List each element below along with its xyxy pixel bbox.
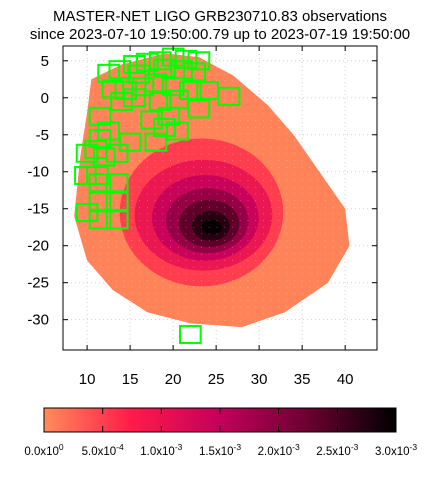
y-axis-ticks: 5 0 -5 -10 -15 -20 -25 -30 [27,53,377,329]
y-tick-label: -10 [27,164,49,181]
x-tick-label: 35 [294,371,311,388]
colorbar-tick-label: 1.5x10-3 [199,442,241,458]
observation-field [123,88,146,108]
y-tick-label: -5 [36,127,49,144]
chart-title-line-1: MASTER-NET LIGO GRB230710.83 observation… [52,8,388,25]
colorbar-tick-label: 2.0x10-3 [258,442,300,458]
observation-field [105,143,129,163]
probability-heatmap [69,53,350,328]
colorbar-ticks: 0.0x100 5.0x10-4 1.0x10-3 1.5x10-3 2.0x10-3 2… [24,408,417,458]
observation-fields [74,47,241,344]
observation-field [153,58,176,78]
observation-field [178,324,202,344]
observation-field [114,80,138,100]
observation-field [74,165,97,185]
observation-field [88,128,112,148]
x-tick-label: 15 [122,371,139,388]
observation-field [105,191,129,211]
y-tick-label: 5 [41,53,49,70]
observation-field [166,121,189,141]
observation-field [131,77,155,97]
observation-field [148,91,172,111]
x-tick-label: 40 [337,371,354,388]
observation-field [88,210,112,230]
y-tick-label: 0 [41,90,49,107]
observation-field [110,91,133,111]
chart-title-line-2: since 2023-07-10 19:50:00.79 up to 2023-… [29,26,411,43]
probability-contour [201,219,223,235]
observation-field [105,210,129,230]
x-tick-label: 20 [165,371,182,388]
plot-frame [62,45,378,351]
observation-field [144,73,168,93]
y-tick-label: -25 [27,275,49,292]
observation-field [88,173,112,193]
observation-field [161,77,185,97]
x-tick-label: 30 [251,371,268,388]
observation-field [88,106,112,126]
observation-field [183,62,206,82]
colorbar-tick-label: 3.0x10-3 [375,442,417,458]
x-tick-label: 10 [79,371,96,388]
colorbar-tick-label: 1.0x10-3 [140,442,182,458]
x-tick-label: 25 [208,371,225,388]
colorbar-tick-label: 0.0x100 [24,442,64,458]
observation-field [88,191,112,211]
colorbar-tick-label: 5.0x10-4 [82,442,124,458]
observation-field [92,147,116,167]
observation-field [97,121,120,141]
observation-field [75,202,99,222]
observation-field [140,110,163,130]
y-tick-label: -15 [27,201,49,218]
observation-field [75,143,99,163]
observation-field [153,117,176,137]
y-tick-label: -20 [27,238,49,255]
observation-field [105,173,129,193]
observation-field [123,54,146,74]
observation-field [217,86,241,106]
observation-field [187,99,211,119]
observation-field [144,132,168,152]
y-tick-label: -30 [27,312,49,329]
observation-field [108,60,132,80]
x-axis-ticks: 10 15 20 25 30 35 40 [79,46,354,388]
observation-field [157,106,181,126]
colorbar-tick-label: 2.5x10-3 [316,442,358,458]
observation-field [135,52,159,72]
observation-field [118,132,142,152]
